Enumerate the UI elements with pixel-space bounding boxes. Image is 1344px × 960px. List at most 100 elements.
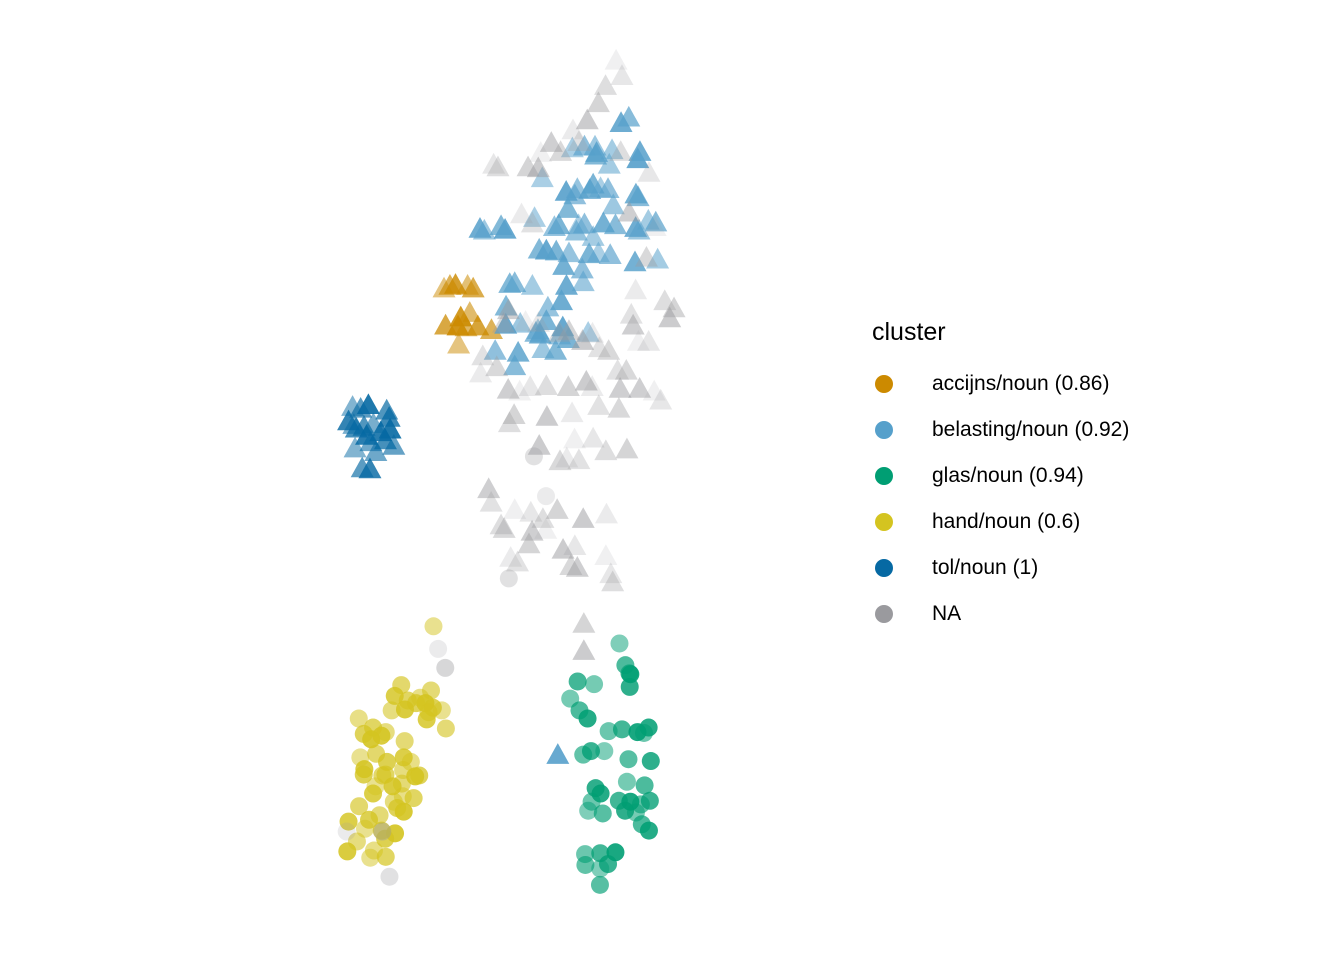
- series-na: [469, 48, 686, 660]
- point-na-32: [469, 361, 493, 383]
- point-na-circle-3: [337, 822, 356, 841]
- point-hand-32: [354, 765, 373, 784]
- point-belasting-60: [609, 111, 633, 132]
- point-na-60: [567, 448, 591, 470]
- point-na-92: [609, 140, 633, 161]
- legend-item-tol: tol/noun (1): [872, 545, 1129, 591]
- point-na-83: [601, 570, 625, 592]
- point-na-circle-4: [380, 867, 399, 886]
- point-belasting-25: [581, 225, 605, 246]
- point-belasting-63: [554, 179, 578, 201]
- point-na-38: [534, 374, 558, 396]
- point-glas-40: [568, 672, 587, 691]
- point-na-3: [586, 91, 610, 113]
- point-na-37: [518, 375, 542, 396]
- point-na-11: [486, 155, 510, 177]
- legend-key-na: [872, 602, 896, 626]
- point-belasting-35: [623, 250, 647, 272]
- point-accijns-11: [447, 332, 471, 354]
- point-na-29: [653, 289, 677, 311]
- point-belasting-15: [644, 210, 668, 232]
- point-tol-16: [369, 420, 393, 442]
- point-na-15: [520, 211, 544, 233]
- series-na-circles: [337, 447, 556, 886]
- point-na-14: [510, 202, 534, 224]
- legend-dot-tol: [875, 559, 893, 577]
- point-hand-48: [376, 847, 395, 866]
- point-glas-2: [620, 677, 639, 696]
- point-belasting-8: [626, 147, 650, 169]
- point-glas-10: [581, 742, 600, 761]
- point-na-77: [499, 546, 523, 567]
- point-na-6: [567, 130, 591, 151]
- point-na-21: [557, 319, 581, 340]
- point-hand-50: [347, 832, 366, 851]
- point-glas-5: [578, 709, 597, 728]
- series-accijns: [432, 273, 503, 354]
- point-belasting-36: [646, 247, 670, 269]
- point-hand-55: [361, 848, 380, 867]
- point-belasting-69: [520, 274, 544, 295]
- point-glas-23: [593, 804, 612, 823]
- point-na-33: [471, 344, 495, 366]
- legend-label-belasting: belasting/noun (0.92): [932, 418, 1130, 441]
- point-tol-11: [343, 436, 367, 458]
- point-na-40: [574, 369, 598, 391]
- point-belasting-48: [503, 354, 527, 376]
- point-na-87: [619, 302, 643, 324]
- point-glas-31: [576, 855, 595, 874]
- point-na-91: [637, 161, 661, 182]
- point-na-4: [575, 108, 599, 130]
- point-na-circle-1: [499, 569, 518, 588]
- point-belasting-38: [554, 274, 578, 295]
- point-na-0: [604, 48, 628, 70]
- point-na-67: [571, 507, 595, 528]
- point-belasting-73: [498, 272, 522, 293]
- point-accijns-10: [466, 314, 490, 336]
- point-hand-14: [349, 709, 368, 728]
- point-belasting-68: [552, 254, 576, 275]
- point-belasting-70: [524, 321, 548, 342]
- point-glas-36: [561, 689, 580, 708]
- point-belasting-26: [603, 213, 627, 235]
- point-glas-33: [591, 859, 610, 878]
- legend: cluster accijns/noun (0.86) belasting/no…: [872, 318, 1129, 637]
- point-belasting-3: [600, 138, 624, 160]
- point-na-31: [658, 306, 682, 328]
- point-tol-9: [382, 434, 406, 455]
- point-na-28: [637, 330, 661, 351]
- point-na-82: [599, 562, 623, 584]
- point-na-47: [497, 411, 521, 433]
- point-hand-11: [432, 701, 451, 720]
- point-na-71: [520, 519, 544, 541]
- point-na-50: [560, 401, 584, 423]
- point-na-68: [594, 502, 618, 524]
- point-na-13: [526, 156, 550, 178]
- legend-dot-na: [875, 605, 893, 623]
- legend-item-hand: hand/noun (0.6): [872, 499, 1129, 545]
- point-glas-12: [619, 750, 638, 769]
- point-belasting-40: [494, 294, 518, 316]
- point-belasting-74: [546, 743, 570, 764]
- point-na-25: [597, 339, 621, 360]
- point-na-43: [614, 358, 638, 380]
- point-belasting-28: [627, 218, 651, 240]
- scatter-plot: [337, 48, 686, 894]
- point-na-66: [545, 498, 569, 519]
- point-belasting-45: [483, 339, 507, 360]
- point-tol-18: [344, 416, 368, 438]
- point-na-23: [581, 321, 605, 343]
- point-na-70: [492, 517, 516, 538]
- point-hand-41: [394, 802, 413, 821]
- point-belasting-42: [536, 295, 560, 317]
- point-na-86: [624, 278, 648, 300]
- legend-label-tol: tol/noun (1): [932, 556, 1039, 579]
- point-belasting-62: [556, 197, 580, 218]
- point-hand-30: [406, 767, 425, 786]
- point-hand-0: [424, 617, 443, 636]
- point-na-20: [547, 321, 571, 342]
- point-glas-27: [639, 821, 658, 840]
- point-na-27: [626, 330, 650, 351]
- point-belasting-21: [547, 213, 571, 235]
- point-na-10: [482, 152, 506, 174]
